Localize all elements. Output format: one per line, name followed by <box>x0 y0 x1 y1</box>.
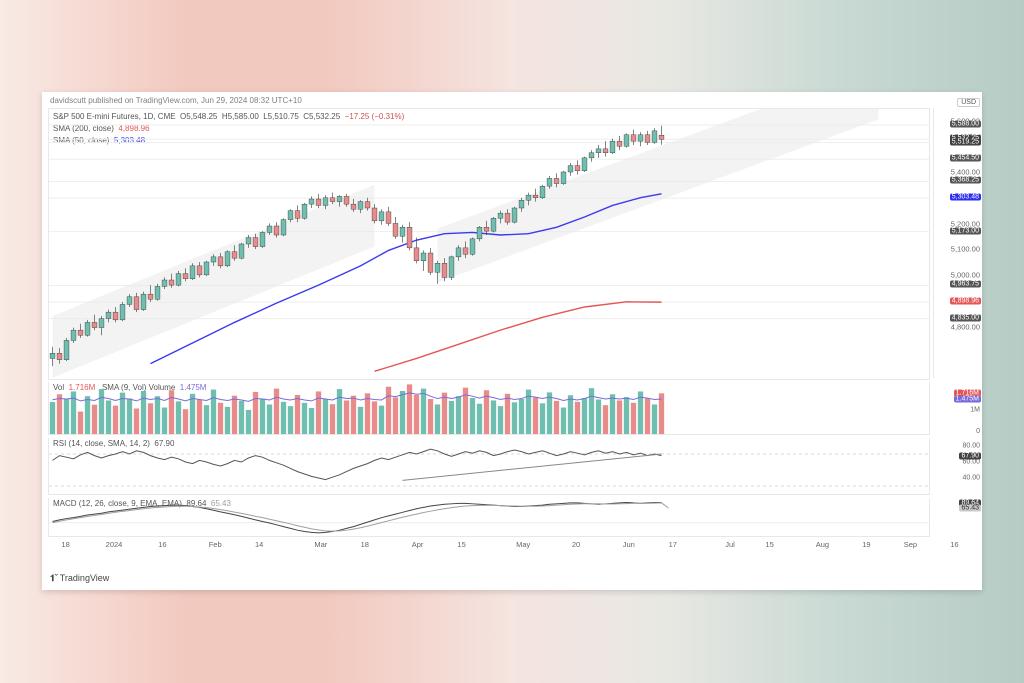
price-axis[interactable]: USD 5,600.005,400.005,200.005,100.005,00… <box>933 108 982 378</box>
rsi-panel[interactable]: RSI (14, close, SMA, 14, 2) 67.90 <box>48 438 930 495</box>
price-svg <box>49 109 929 379</box>
tradingview-logo: ‏𝟏ˇ TradingView <box>50 573 109 584</box>
price-panel[interactable]: S&P 500 E-mini Futures, 1D, CME O5,548.2… <box>48 108 930 380</box>
chart-card: davidscutt published on TradingView.com,… <box>42 92 982 590</box>
byline: davidscutt published on TradingView.com,… <box>50 96 302 105</box>
currency-badge: USD <box>957 98 980 107</box>
rsi-axis[interactable]: 80.0060.0040.0067.90 <box>934 438 982 494</box>
macd-svg <box>49 498 929 536</box>
brand-text: TradingView <box>60 573 110 583</box>
macd-axis[interactable]: 89.6465.43 <box>934 498 982 536</box>
rsi-svg <box>49 438 929 494</box>
volume-svg <box>49 382 929 434</box>
volume-panel[interactable]: Vol 1.716M SMA (9, Vol) Volume 1.475M <box>48 382 930 435</box>
macd-panel[interactable]: MACD (12, 26, close, 9, EMA, EMA) 89.64 … <box>48 498 930 537</box>
time-axis[interactable]: 18202416Feb14Mar18Apr15May20Jun17Jul15Au… <box>48 540 928 558</box>
page-background: davidscutt published on TradingView.com,… <box>0 0 1024 683</box>
volume-axis[interactable]: 1.716M1.475M1M0 <box>934 382 982 434</box>
